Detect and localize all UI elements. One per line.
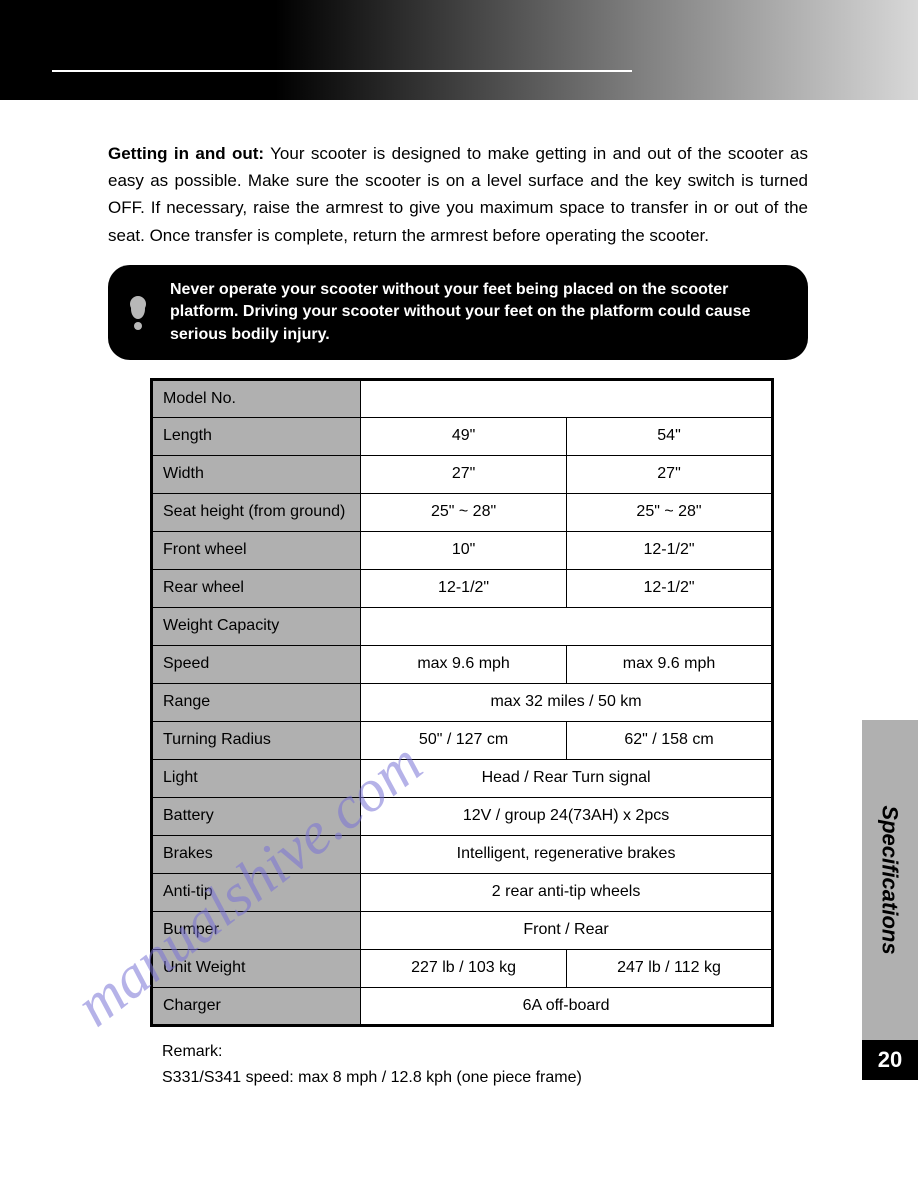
spec-value-col1: 27": [361, 455, 567, 493]
spec-label: Speed: [152, 645, 361, 683]
spec-label: Light: [152, 759, 361, 797]
spec-label: Front wheel: [152, 531, 361, 569]
spec-label: Bumper: [152, 911, 361, 949]
spec-value-col1: 25" ~ 28": [361, 493, 567, 531]
table-row: Charger6A off-board: [152, 987, 773, 1025]
spec-label: Unit Weight: [152, 949, 361, 987]
spec-value: [361, 379, 773, 417]
spec-label: Anti-tip: [152, 873, 361, 911]
table-row: Weight Capacity: [152, 607, 773, 645]
table-row: Unit Weight227 lb / 103 kg247 lb / 112 k…: [152, 949, 773, 987]
table-row: BumperFront / Rear: [152, 911, 773, 949]
spec-label: Length: [152, 417, 361, 455]
table-row: Anti-tip2 rear anti-tip wheels: [152, 873, 773, 911]
table-row: Width27"27": [152, 455, 773, 493]
spec-value-col2: 12-1/2": [567, 531, 773, 569]
table-row: Length49"54": [152, 417, 773, 455]
spec-value: 6A off-board: [361, 987, 773, 1025]
spec-value: max 32 miles / 50 km: [361, 683, 773, 721]
warning-text: Never operate your scooter without your …: [170, 281, 751, 343]
spec-value-col2: 247 lb / 112 kg: [567, 949, 773, 987]
warning-callout: Never operate your scooter without your …: [108, 265, 808, 360]
table-row: Turning Radius50" / 127 cm62" / 158 cm: [152, 721, 773, 759]
spec-value-col1: 50" / 127 cm: [361, 721, 567, 759]
spec-value-col2: 62" / 158 cm: [567, 721, 773, 759]
spec-value-col2: max 9.6 mph: [567, 645, 773, 683]
intro-paragraph: Getting in and out: Your scooter is desi…: [108, 140, 808, 249]
spec-value-col1: 10": [361, 531, 567, 569]
specifications-table: Model No.Length49"54"Width27"27"Seat hei…: [150, 378, 774, 1027]
spec-value-col2: 25" ~ 28": [567, 493, 773, 531]
section-side-tab: Specifications: [862, 720, 918, 1040]
spec-label: Turning Radius: [152, 721, 361, 759]
page-number-text: 20: [878, 1047, 902, 1073]
spec-label: Range: [152, 683, 361, 721]
header-gradient: [0, 0, 918, 100]
header-rule: [52, 70, 632, 72]
exclamation-icon: [120, 294, 156, 330]
page-number: 20: [862, 1040, 918, 1080]
spec-label: Width: [152, 455, 361, 493]
spec-label: Seat height (from ground): [152, 493, 361, 531]
table-row: Model No.: [152, 379, 773, 417]
main-content: Getting in and out: Your scooter is desi…: [108, 140, 808, 1090]
spec-value: Front / Rear: [361, 911, 773, 949]
spec-label: Brakes: [152, 835, 361, 873]
spec-value-col2: 27": [567, 455, 773, 493]
spec-value: 2 rear anti-tip wheels: [361, 873, 773, 911]
intro-lead: Getting in and out:: [108, 144, 264, 163]
spec-value-col1: max 9.6 mph: [361, 645, 567, 683]
spec-value-col2: 12-1/2": [567, 569, 773, 607]
table-row: Seat height (from ground)25" ~ 28"25" ~ …: [152, 493, 773, 531]
spec-value: 12V / group 24(73AH) x 2pcs: [361, 797, 773, 835]
spec-label: Weight Capacity: [152, 607, 361, 645]
spec-label: Charger: [152, 987, 361, 1025]
remark-block: Remark: S331/S341 speed: max 8 mph / 12.…: [162, 1039, 808, 1090]
spec-value-col2: 54": [567, 417, 773, 455]
spec-value: [361, 607, 773, 645]
spec-label: Battery: [152, 797, 361, 835]
spec-label: Model No.: [152, 379, 361, 417]
spec-value: Head / Rear Turn signal: [361, 759, 773, 797]
spec-value-col1: 49": [361, 417, 567, 455]
remark-title: Remark:: [162, 1039, 808, 1065]
table-row: LightHead / Rear Turn signal: [152, 759, 773, 797]
side-tab-label: Specifications: [877, 805, 903, 954]
table-row: Rear wheel12-1/2"12-1/2": [152, 569, 773, 607]
table-row: Battery12V / group 24(73AH) x 2pcs: [152, 797, 773, 835]
table-row: Rangemax 32 miles / 50 km: [152, 683, 773, 721]
table-row: BrakesIntelligent, regenerative brakes: [152, 835, 773, 873]
spec-value-col1: 227 lb / 103 kg: [361, 949, 567, 987]
table-row: Front wheel10"12-1/2": [152, 531, 773, 569]
spec-label: Rear wheel: [152, 569, 361, 607]
spec-value: Intelligent, regenerative brakes: [361, 835, 773, 873]
spec-value-col1: 12-1/2": [361, 569, 567, 607]
table-row: Speedmax 9.6 mphmax 9.6 mph: [152, 645, 773, 683]
remark-line: S331/S341 speed: max 8 mph / 12.8 kph (o…: [162, 1065, 808, 1091]
